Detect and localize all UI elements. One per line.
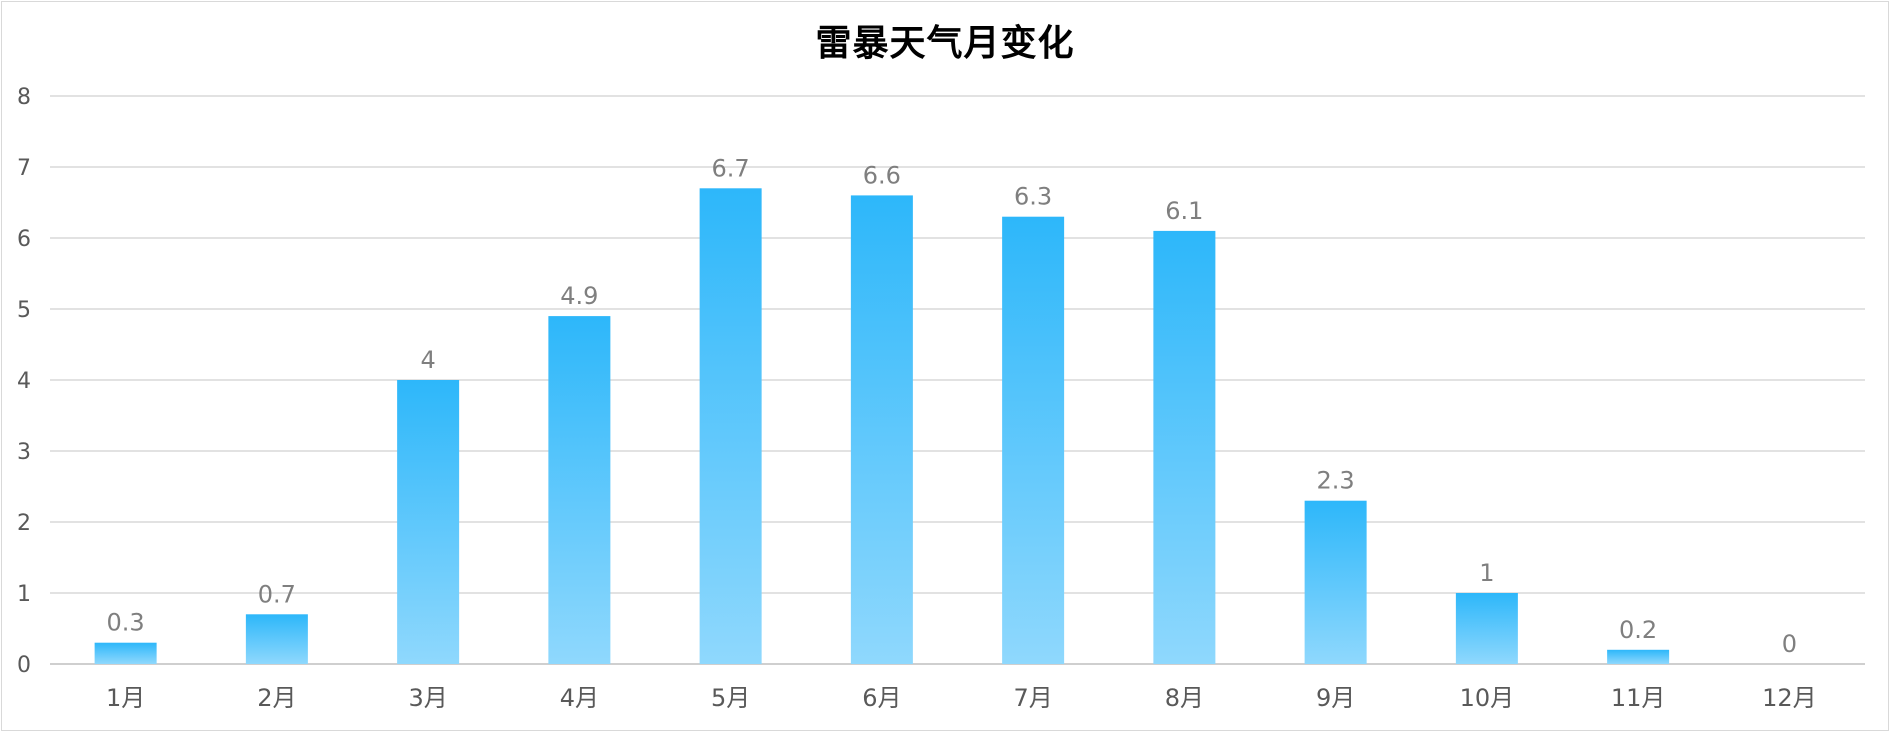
x-tick-label: 2月 [257, 684, 296, 712]
gridlines [50, 95, 1865, 665]
data-labels: 0.3 0.7 4 4.9 6.7 6.6 6.3 6.1 2.3 1 0.2 0 [107, 154, 1797, 658]
bar [1607, 649, 1670, 664]
y-tick-label: 3 [17, 440, 31, 465]
x-tick-label: 8月 [1165, 684, 1204, 712]
data-label: 6.3 [1014, 183, 1052, 211]
y-tick-label: 1 [17, 582, 31, 607]
x-tick-label: 12月 [1762, 684, 1817, 712]
y-tick-label: 6 [17, 227, 31, 252]
bar [1153, 230, 1216, 664]
data-label: 0.2 [1619, 616, 1657, 644]
x-tick-label: 9月 [1316, 684, 1355, 712]
y-tick-label: 0 [17, 653, 31, 678]
x-tick-label: 7月 [1013, 684, 1052, 712]
data-label: 6.1 [1165, 197, 1203, 225]
x-tick-label: 6月 [862, 684, 901, 712]
data-label: 2.3 [1317, 467, 1355, 495]
chart-title: 雷暴天气月变化 [815, 23, 1075, 64]
x-tick-label: 1月 [106, 684, 145, 712]
x-axis-ticks: 1月 2月 3月 4月 5月 6月 7月 8月 9月 10月 11月 12月 [106, 684, 1817, 712]
x-tick-label: 5月 [711, 684, 750, 712]
data-label: 4.9 [560, 282, 598, 310]
x-tick-label: 3月 [408, 684, 447, 712]
data-label: 6.7 [712, 154, 750, 182]
y-tick-label: 5 [17, 298, 31, 323]
bar [245, 614, 308, 664]
bar [1304, 500, 1367, 664]
bar [699, 188, 762, 665]
x-tick-label: 11月 [1611, 684, 1666, 712]
bar [1455, 593, 1518, 664]
bar [1002, 216, 1065, 664]
data-label: 6.6 [863, 161, 901, 189]
bar [548, 316, 611, 664]
bar [850, 195, 913, 664]
data-label: 0.3 [107, 609, 145, 637]
y-tick-label: 2 [17, 511, 31, 536]
y-tick-label: 8 [17, 85, 31, 110]
bar [94, 642, 157, 664]
y-axis-ticks: 0 1 2 3 4 5 6 7 8 [17, 85, 31, 678]
x-tick-label: 4月 [560, 684, 599, 712]
bar [397, 380, 460, 664]
y-tick-label: 7 [17, 156, 31, 181]
x-tick-label: 10月 [1460, 684, 1515, 712]
data-label: 0 [1782, 630, 1797, 658]
bars [94, 188, 1670, 665]
data-label: 4 [420, 346, 435, 374]
y-tick-label: 4 [17, 369, 31, 394]
data-label: 1 [1479, 559, 1494, 587]
data-label: 0.7 [258, 580, 296, 608]
